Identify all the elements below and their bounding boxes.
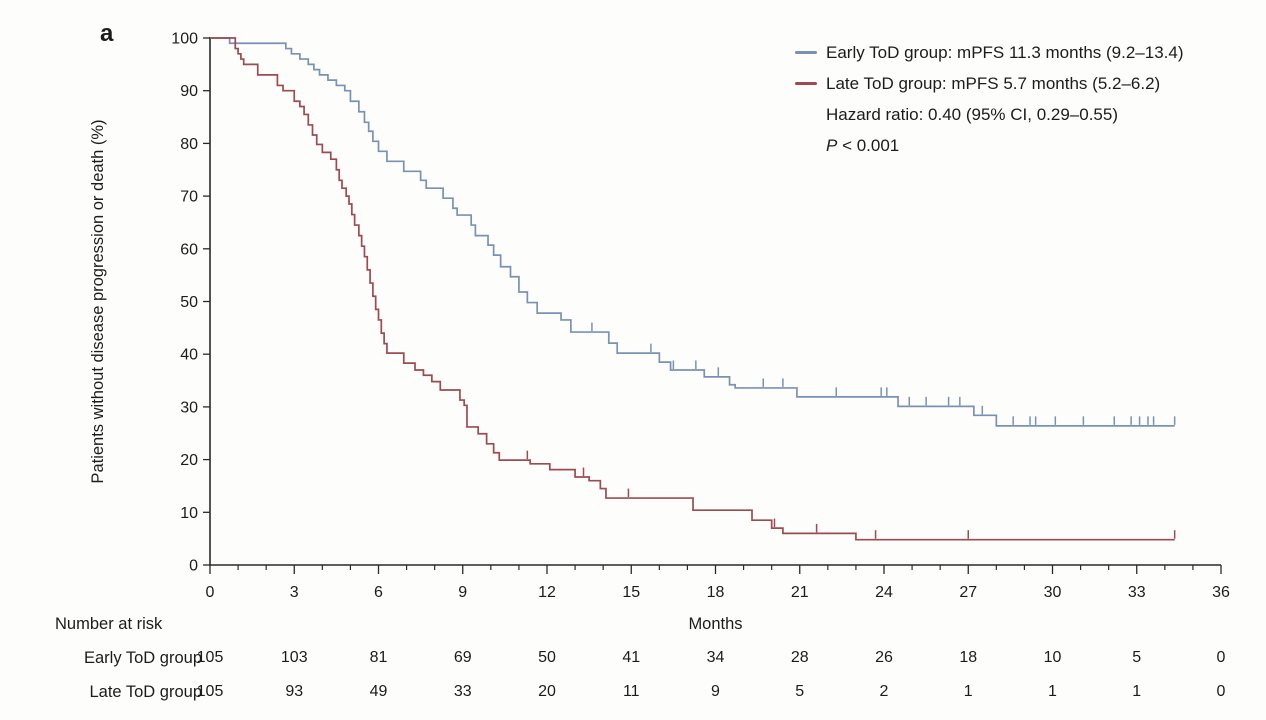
p-value: < 0.001 <box>837 135 900 155</box>
risk-count: 1 <box>963 683 973 700</box>
risk-count: 93 <box>285 683 304 700</box>
km-curve-late-tod <box>210 37 1175 541</box>
legend: Early ToD group: mPFS 11.3 months (9.2–1… <box>795 37 1184 161</box>
x-axis-tick-label: 30 <box>1044 584 1062 601</box>
risk-row-label-late: Late ToD group <box>89 683 202 701</box>
x-axis-tick-label: 0 <box>206 584 215 601</box>
risk-count: 105 <box>196 649 224 666</box>
x-axis-tick-label: 18 <box>707 584 725 601</box>
number-at-risk-title: Number at risk <box>55 615 163 633</box>
x-axis-tick-label: 27 <box>959 584 977 601</box>
x-axis-title: Months <box>688 615 742 633</box>
legend-row-early: Early ToD group: mPFS 11.3 months (9.2–1… <box>795 37 1184 68</box>
x-axis-tick-label: 36 <box>1212 584 1230 601</box>
x-axis-tick-label: 3 <box>290 584 299 601</box>
risk-count: 1 <box>1048 683 1057 700</box>
risk-count: 5 <box>795 683 805 700</box>
p-symbol: P <box>826 135 838 155</box>
y-axis-tick-label: 100 <box>171 31 198 48</box>
km-curve-early-tod <box>210 37 1175 427</box>
risk-count: 41 <box>622 649 641 666</box>
y-axis-tick-label: 80 <box>180 136 198 153</box>
risk-count: 0 <box>1216 649 1226 666</box>
risk-count: 33 <box>453 683 472 700</box>
risk-count: 11 <box>622 683 640 700</box>
legend-label-late: Late ToD group: mPFS 5.7 months (5.2–6.2… <box>826 73 1161 93</box>
y-axis-title: Patients without disease progression or … <box>89 119 107 483</box>
risk-count: 5 <box>1132 649 1142 666</box>
risk-count: 69 <box>453 649 472 666</box>
early-tod-line-swatch <box>795 50 817 55</box>
y-axis-tick-label: 10 <box>180 505 198 522</box>
hazard-ratio-line: Hazard ratio: 0.40 (95% CI, 0.29–0.55) <box>795 99 1184 130</box>
panel-label: a <box>100 20 114 47</box>
x-axis-tick-label: 15 <box>622 584 640 601</box>
y-axis-tick-label: 50 <box>180 294 198 311</box>
risk-count: 34 <box>706 649 725 666</box>
y-axis-tick-label: 30 <box>180 399 198 416</box>
y-axis-tick-label: 90 <box>180 83 198 100</box>
legend-row-late: Late ToD group: mPFS 5.7 months (5.2–6.2… <box>795 68 1184 99</box>
risk-count: 26 <box>875 649 893 666</box>
x-axis-tick-label: 21 <box>791 584 809 601</box>
risk-count: 0 <box>1216 683 1226 700</box>
p-value-text: P < 0.001 <box>826 136 899 156</box>
risk-count: 105 <box>196 683 224 700</box>
y-axis-tick-label: 40 <box>180 347 198 364</box>
risk-count: 9 <box>711 683 720 700</box>
x-axis-tick-label: 24 <box>875 584 893 601</box>
legend-label-early: Early ToD group: mPFS 11.3 months (9.2–1… <box>826 42 1184 62</box>
y-axis-tick-label: 20 <box>180 452 198 469</box>
y-axis-tick-label: 70 <box>180 189 198 206</box>
risk-row-label-early: Early ToD group <box>83 649 202 667</box>
y-axis-tick-label: 0 <box>189 558 198 575</box>
risk-count: 49 <box>369 683 388 700</box>
x-axis-tick-label: 6 <box>374 584 383 601</box>
y-axis-tick-label: 60 <box>180 241 198 258</box>
risk-count: 81 <box>369 649 388 666</box>
x-axis-tick-label: 9 <box>458 584 467 601</box>
x-axis-tick-label: 33 <box>1128 584 1146 601</box>
x-axis-tick-label: 12 <box>538 584 556 601</box>
hazard-ratio-text: Hazard ratio: 0.40 (95% CI, 0.29–0.55) <box>826 104 1118 124</box>
late-tod-line-swatch <box>795 81 817 86</box>
risk-count: 103 <box>280 649 308 666</box>
risk-count: 1 <box>1132 683 1142 700</box>
risk-count: 2 <box>879 683 889 700</box>
risk-count: 28 <box>790 649 809 666</box>
p-value-line: P < 0.001 <box>795 130 1184 161</box>
risk-count: 50 <box>538 649 556 666</box>
risk-count: 20 <box>538 683 556 700</box>
risk-count: 18 <box>959 649 978 666</box>
risk-count: 10 <box>1043 649 1062 666</box>
